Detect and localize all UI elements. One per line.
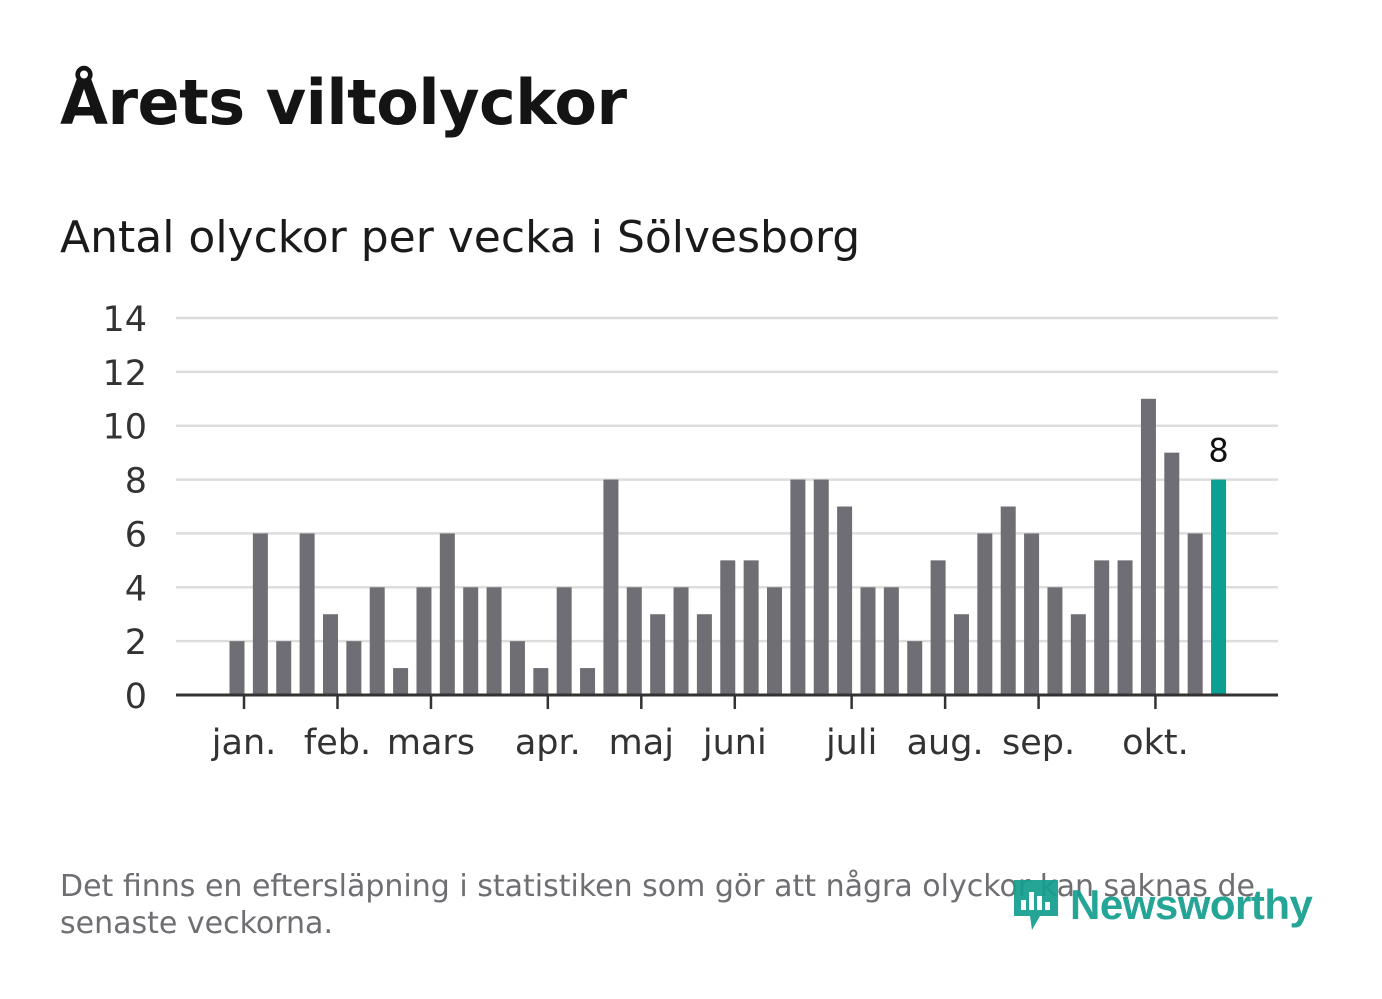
bar [1164,452,1180,695]
bar [907,641,923,695]
bar [346,641,362,695]
newsworthy-logo-icon [1014,880,1058,930]
bar-highlight [1211,479,1227,695]
bar [463,587,479,695]
bar [322,614,338,695]
y-tick-label: 0 [125,677,147,717]
y-tick-label: 2 [125,623,147,663]
month-label: juli [825,723,877,763]
chart-subtitle: Antal olyckor per vecka i Sölvesborg [60,212,861,263]
bar [486,587,502,695]
month-label: juni [702,723,767,763]
bar [626,587,642,695]
bar [813,479,829,695]
bar [603,479,619,695]
logo-text: Newsworthy [1070,881,1313,928]
bar [977,533,993,695]
bar [509,641,525,695]
bar [767,587,783,695]
y-tick-label: 12 [102,354,147,394]
bar [439,533,455,695]
chart-title: Årets viltolyckor [60,66,627,139]
month-label: jan. [211,723,276,763]
bar [953,614,969,695]
month-label: mars [387,723,475,763]
bar [1140,398,1156,695]
month-label: maj [609,723,674,763]
bar [1000,506,1016,695]
bar [556,587,572,695]
bar [416,587,432,695]
bar [580,668,596,695]
month-label: apr. [515,723,581,763]
bar [299,533,315,695]
bars [229,398,1227,695]
bar [743,560,759,695]
month-label: sep. [1002,723,1075,763]
bar [1024,533,1040,695]
bar [276,641,292,695]
bar [930,560,946,695]
y-tick-label: 14 [102,300,147,340]
y-tick-label: 4 [125,569,147,609]
bar [883,587,899,695]
bar [650,614,666,695]
month-label: feb. [304,723,371,763]
bar [369,587,385,695]
newsworthy-logo: Newsworthy [1010,876,1313,934]
y-tick-label: 10 [102,408,147,448]
data-labels: 8 [1208,432,1228,470]
bar [1187,533,1203,695]
bar [252,533,268,695]
bar [790,479,806,695]
bar [1047,587,1063,695]
month-label: aug. [907,723,984,763]
bar [1094,560,1110,695]
bar [673,587,689,695]
y-tick-label: 8 [125,462,147,502]
y-tick-label: 6 [125,515,147,555]
data-label: 8 [1208,432,1228,470]
bar [393,668,409,695]
month-labels: jan. feb. mars apr. maj juni juli aug. sep. okt. [211,723,1189,763]
bar [1070,614,1086,695]
bar [533,668,549,695]
month-label: okt. [1122,723,1189,763]
x-axis [176,693,1278,709]
bar [229,641,245,695]
bar [1117,560,1133,695]
bar [837,506,853,695]
bar [720,560,736,695]
bar [860,587,876,695]
y-axis-ticks: 0 2 4 6 8 10 12 14 [102,300,147,717]
bar [696,614,712,695]
